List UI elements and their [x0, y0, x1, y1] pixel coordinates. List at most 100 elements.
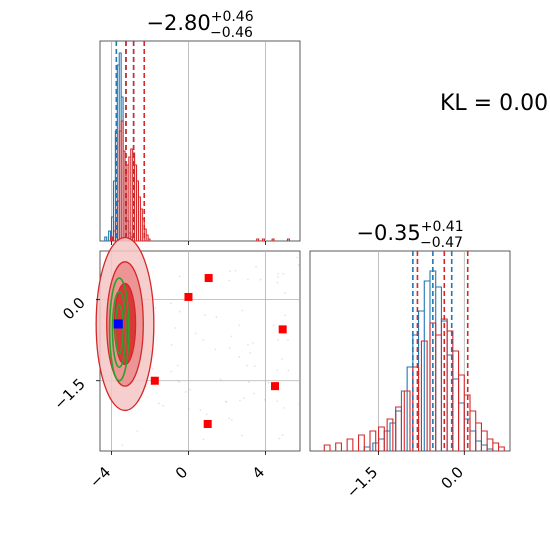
scatter-point — [202, 339, 205, 342]
scatter-point — [255, 265, 257, 268]
x-tick-label: 4 — [249, 463, 268, 482]
scatter-point — [176, 364, 179, 367]
scatter-point — [281, 434, 284, 437]
scatter-point — [136, 429, 139, 432]
y-tick-label: −1.5 — [50, 375, 88, 413]
scatter-point — [189, 388, 191, 391]
joint-y-ticks: 0.0 −1.5 — [50, 294, 100, 413]
scatter-point — [228, 417, 231, 420]
scatter-point — [230, 335, 233, 338]
scatter-point — [178, 310, 181, 313]
scatter-point — [178, 275, 181, 278]
scatter-point — [228, 279, 231, 282]
joint-markers — [113, 274, 287, 428]
panel1-gridlines — [111, 41, 266, 241]
scatter-point — [225, 400, 228, 403]
red-square-marker — [184, 292, 193, 301]
scatter-point — [238, 324, 241, 327]
scatter-point — [202, 438, 205, 441]
scatter-point — [162, 404, 165, 407]
red-square-marker — [271, 382, 279, 391]
scatter-point — [174, 327, 177, 329]
scatter-point — [253, 392, 255, 395]
scatter-point — [224, 400, 227, 403]
scatter-point — [263, 398, 266, 401]
panel2-title: −0.35+0.41 — [356, 219, 463, 245]
red-square-marker — [150, 376, 159, 385]
panel2-quantile-lines — [412, 251, 469, 451]
scatter-point — [247, 278, 249, 281]
joint-green-contours — [108, 277, 130, 382]
blue-square-marker — [113, 319, 123, 329]
scatter-point — [170, 344, 173, 346]
scatter-point — [214, 348, 217, 351]
x-tick-label: 0.0 — [438, 463, 468, 493]
scatter-point — [199, 409, 202, 412]
scatter-point — [284, 291, 286, 294]
scatter-point — [251, 341, 254, 344]
x-tick-label: −1.5 — [343, 463, 381, 501]
scatter-point — [215, 316, 218, 318]
scatter-point — [194, 332, 197, 335]
scatter-point — [205, 413, 208, 416]
red-square-marker — [204, 274, 213, 283]
scatter-point — [284, 314, 287, 317]
panel1-ticks — [111, 241, 266, 245]
scatter-point — [247, 343, 249, 346]
scatter-point — [121, 444, 124, 447]
scatter-point — [277, 338, 280, 341]
scatter-point — [170, 370, 173, 373]
scatter-point — [287, 339, 289, 342]
scatter-point — [246, 364, 249, 367]
scatter-point — [241, 309, 244, 312]
scatter-point — [241, 434, 243, 437]
scatter-point — [177, 379, 179, 382]
scatter-point — [170, 302, 172, 305]
panel2-ticks: −1.5 0.0 — [343, 451, 467, 502]
scatter-point — [267, 381, 270, 384]
scatter-point — [238, 356, 241, 358]
panel2-title-sup: +0.41 — [421, 219, 464, 235]
scatter-point — [278, 437, 281, 440]
kl-annotation: KL = 0.00 — [440, 91, 548, 116]
panel1-title: −2.80+0.46 — [146, 9, 253, 35]
panel1-title-main: −2.80 — [146, 11, 210, 35]
panel2-title-sub: −0.47 — [420, 235, 463, 251]
green-contour — [114, 304, 124, 355]
scatter-point — [248, 381, 250, 384]
joint-red-contours — [95, 236, 155, 412]
scatter-point — [259, 278, 262, 281]
green-contour — [111, 290, 127, 369]
joint-panel: −4 0 4 0.0 −1.5 — [50, 236, 301, 491]
scatter-point — [276, 369, 279, 372]
marginal-panel-2: −1.5 0.0 −0.35+0.41 −0.47 — [309, 219, 511, 502]
scatter-point — [249, 352, 252, 354]
scatter-point — [276, 281, 279, 284]
panel1-frame — [99, 40, 301, 242]
scatter-point — [253, 365, 256, 368]
scatter-point — [157, 402, 160, 405]
panel1-title-sub: −0.46 — [210, 25, 253, 41]
scatter-point — [203, 314, 206, 317]
joint-x-ticks: −4 0 4 — [86, 451, 268, 491]
scatter-point — [276, 400, 279, 403]
scatter-point — [229, 270, 232, 273]
scatter-point — [154, 307, 157, 309]
scatter-point — [297, 264, 300, 266]
scatter-point — [296, 256, 299, 259]
scatter-point — [298, 403, 301, 405]
scatter-point — [178, 381, 181, 384]
x-tick-label: 0 — [172, 463, 191, 482]
red-square-marker — [278, 325, 287, 334]
y-tick-label: 0.0 — [59, 294, 89, 324]
green-contour — [108, 277, 130, 382]
red-square-marker — [203, 419, 212, 428]
scatter-point — [187, 408, 190, 410]
panel2-title-main: −0.35 — [356, 221, 420, 245]
panel1-quantile-lines — [115, 41, 146, 241]
scatter-point — [276, 276, 279, 279]
scatter-point — [242, 397, 245, 399]
scatter-point — [287, 369, 290, 372]
marginal-panel-1: −2.80+0.46 −0.46 — [99, 9, 301, 245]
